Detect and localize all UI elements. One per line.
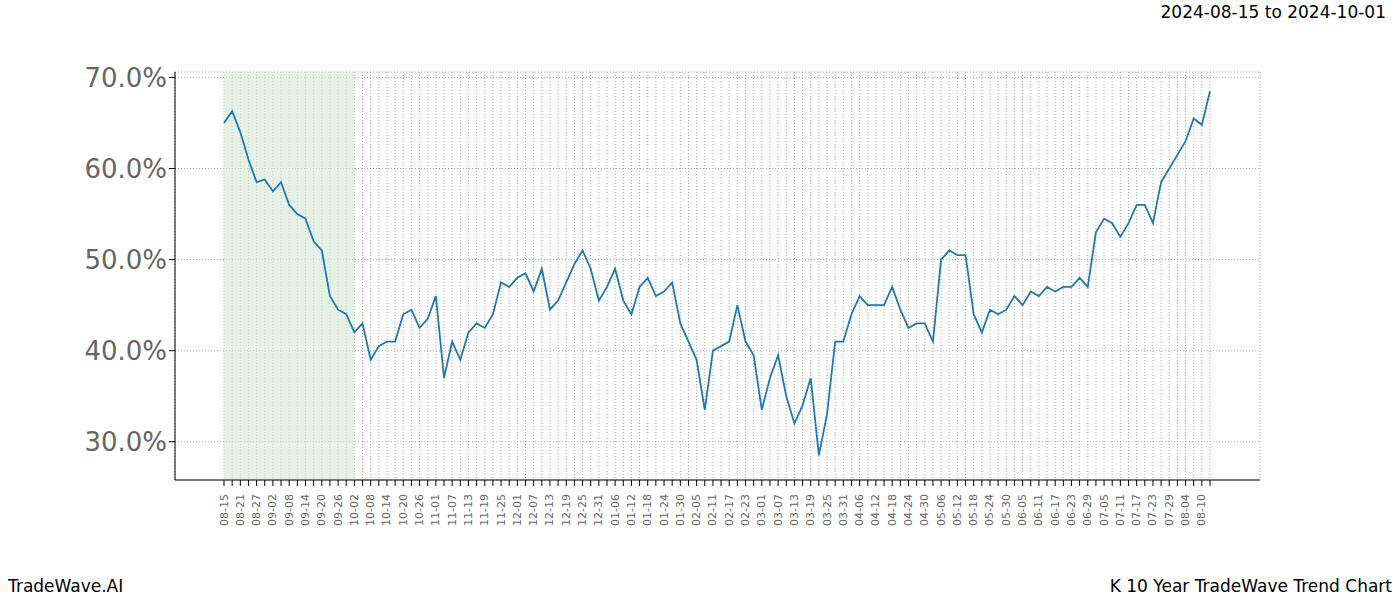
svg-text:03-07: 03-07 bbox=[772, 494, 785, 526]
svg-text:07-29: 07-29 bbox=[1163, 494, 1176, 526]
svg-text:04-24: 04-24 bbox=[902, 494, 915, 526]
html-text:TradeWave.AI: TradeWave.AI bbox=[8, 576, 124, 596]
svg-text:06-23: 06-23 bbox=[1065, 494, 1078, 526]
svg-text:03-31: 03-31 bbox=[837, 494, 850, 526]
svg-text:40.0%: 40.0% bbox=[84, 336, 167, 366]
svg-text:01-30: 01-30 bbox=[674, 494, 687, 526]
svg-text:06-05: 06-05 bbox=[1016, 494, 1029, 526]
svg-text:03-13: 03-13 bbox=[788, 494, 801, 526]
svg-text:04-30: 04-30 bbox=[918, 494, 931, 526]
svg-text:11-01: 11-01 bbox=[429, 494, 442, 526]
svg-text:12-19: 12-19 bbox=[560, 494, 573, 526]
svg-text:50.0%: 50.0% bbox=[84, 245, 167, 275]
svg-text:03-25: 03-25 bbox=[821, 494, 834, 526]
html-text:2024-08-15 to 2024-10-01: 2024-08-15 to 2024-10-01 bbox=[1160, 2, 1386, 22]
svg-text:08-15: 08-15 bbox=[218, 494, 231, 526]
svg-text:11-25: 11-25 bbox=[495, 494, 508, 526]
svg-text:05-24: 05-24 bbox=[983, 494, 996, 526]
svg-text:03-01: 03-01 bbox=[755, 494, 768, 526]
svg-text:08-21: 08-21 bbox=[234, 494, 247, 526]
html-text:K 10 Year TradeWave Trend Char: K 10 Year TradeWave Trend Chart bbox=[1109, 576, 1392, 596]
svg-text:06-17: 06-17 bbox=[1049, 494, 1062, 526]
svg-text:11-13: 11-13 bbox=[462, 494, 475, 526]
svg-text:05-18: 05-18 bbox=[967, 494, 980, 526]
svg-text:09-20: 09-20 bbox=[315, 494, 328, 526]
svg-text:07-11: 07-11 bbox=[1114, 494, 1127, 526]
svg-text:11-07: 11-07 bbox=[446, 494, 459, 526]
svg-text:70.0%: 70.0% bbox=[84, 63, 167, 93]
svg-text:12-31: 12-31 bbox=[592, 494, 605, 526]
svg-text:12-07: 12-07 bbox=[527, 494, 540, 526]
svg-text:04-18: 04-18 bbox=[886, 494, 899, 526]
svg-text:05-30: 05-30 bbox=[1000, 494, 1013, 526]
svg-text:10-14: 10-14 bbox=[380, 494, 393, 526]
svg-text:01-18: 01-18 bbox=[641, 494, 654, 526]
svg-text:08-10: 08-10 bbox=[1195, 494, 1208, 526]
svg-text:30.0%: 30.0% bbox=[84, 427, 167, 457]
svg-text:02-05: 02-05 bbox=[690, 494, 703, 526]
svg-text:01-06: 01-06 bbox=[609, 494, 622, 526]
svg-text:05-12: 05-12 bbox=[951, 494, 964, 526]
svg-text:02-23: 02-23 bbox=[739, 494, 752, 526]
svg-text:09-26: 09-26 bbox=[332, 494, 345, 526]
svg-text:60.0%: 60.0% bbox=[84, 154, 167, 184]
svg-text:05-06: 05-06 bbox=[935, 494, 948, 526]
svg-text:09-02: 09-02 bbox=[266, 494, 279, 526]
svg-text:10-02: 10-02 bbox=[348, 494, 361, 526]
svg-text:02-11: 02-11 bbox=[706, 494, 719, 526]
svg-text:06-29: 06-29 bbox=[1081, 494, 1094, 526]
svg-text:04-12: 04-12 bbox=[869, 494, 882, 526]
svg-text:08-27: 08-27 bbox=[250, 494, 263, 526]
svg-text:02-17: 02-17 bbox=[723, 494, 736, 526]
svg-text:07-23: 07-23 bbox=[1146, 494, 1159, 526]
svg-text:09-14: 09-14 bbox=[299, 494, 312, 526]
svg-text:12-25: 12-25 bbox=[576, 494, 589, 526]
svg-text:07-05: 07-05 bbox=[1098, 494, 1111, 526]
svg-text:09-08: 09-08 bbox=[283, 494, 296, 526]
svg-text:10-20: 10-20 bbox=[397, 494, 410, 526]
svg-text:10-08: 10-08 bbox=[364, 494, 377, 526]
svg-text:01-24: 01-24 bbox=[658, 494, 671, 526]
svg-text:06-11: 06-11 bbox=[1032, 494, 1045, 526]
svg-text:08-04: 08-04 bbox=[1179, 494, 1192, 526]
svg-text:01-12: 01-12 bbox=[625, 494, 638, 526]
svg-text:12-13: 12-13 bbox=[543, 494, 556, 526]
svg-text:03-19: 03-19 bbox=[804, 494, 817, 526]
svg-text:07-17: 07-17 bbox=[1130, 494, 1143, 526]
svg-text:04-06: 04-06 bbox=[853, 494, 866, 526]
svg-text:10-26: 10-26 bbox=[413, 494, 426, 526]
svg-text:12-01: 12-01 bbox=[511, 494, 524, 526]
svg-text:11-19: 11-19 bbox=[478, 494, 491, 526]
